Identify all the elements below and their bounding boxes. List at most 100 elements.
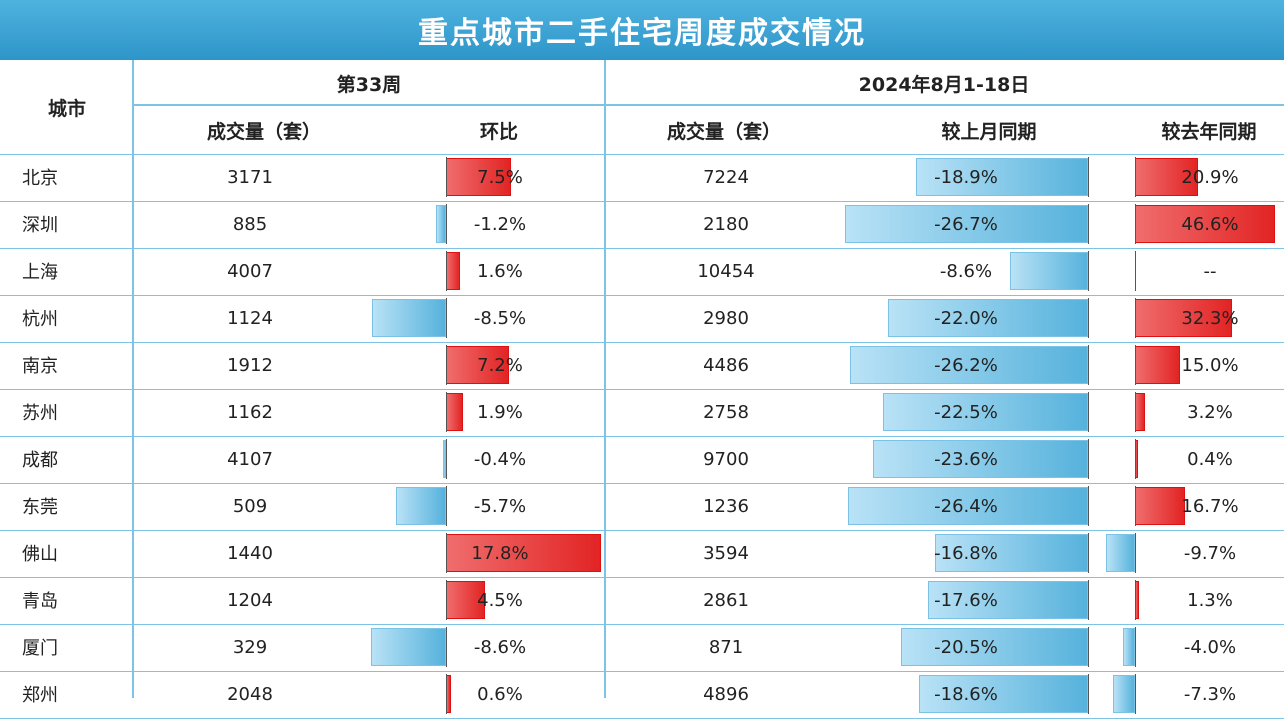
mom-axis-line	[1088, 439, 1089, 479]
week-bar	[442, 440, 446, 478]
row-divider	[0, 154, 1284, 155]
mom-change-value: -22.5%	[934, 401, 998, 423]
period-volume-value: 2758	[703, 401, 749, 423]
yoy-axis-line	[1135, 674, 1136, 714]
mom-axis-line	[1088, 627, 1089, 667]
city-name: 深圳	[22, 215, 58, 236]
period-volume-value: 4896	[703, 683, 749, 705]
yoy-change-value: 32.3%	[1181, 307, 1239, 329]
mom-bar	[927, 581, 1088, 619]
row-divider	[0, 436, 1284, 437]
mom-axis-line	[1088, 486, 1089, 526]
header-period-mom: 较上月同期	[941, 120, 1037, 143]
week-volume-value: 509	[232, 495, 268, 517]
column-divider	[604, 60, 606, 698]
yoy-axis-line	[1135, 157, 1136, 197]
row-divider	[0, 342, 1284, 343]
week-axis-line	[446, 392, 447, 432]
row-divider	[0, 201, 1284, 202]
week-bar	[371, 628, 446, 666]
week-change-value: -8.5%	[473, 307, 527, 329]
week-volume-value: 4007	[227, 260, 273, 282]
yoy-change-value: 1.3%	[1187, 589, 1233, 611]
week-change-value: -5.7%	[473, 495, 527, 517]
row-divider	[0, 530, 1284, 531]
week-axis-line	[446, 298, 447, 338]
week-change-value: 17.8%	[471, 542, 529, 564]
mom-bar	[887, 299, 1088, 337]
yoy-change-value: -4.0%	[1183, 636, 1237, 658]
week-bar	[396, 487, 446, 525]
week-axis-line	[446, 204, 447, 244]
mom-axis-line	[1088, 392, 1089, 432]
week-change-value: 7.2%	[477, 354, 523, 376]
row-divider	[0, 671, 1284, 672]
city-name: 杭州	[22, 309, 58, 330]
yoy-bar	[1135, 393, 1145, 431]
header-week-volume: 成交量（套）	[206, 120, 321, 143]
week-axis-line	[446, 345, 447, 385]
week-volume-value: 1162	[227, 401, 273, 423]
week-bar	[372, 299, 446, 337]
header-week-change: 环比	[479, 120, 518, 143]
row-divider	[0, 389, 1284, 390]
week-volume-value: 1912	[227, 354, 273, 376]
week-axis-line	[446, 627, 447, 667]
week-axis-line	[446, 580, 447, 620]
header-period-group: 2024年8月1-18日	[858, 73, 1030, 96]
week-volume-value: 2048	[227, 683, 273, 705]
mom-bar	[873, 440, 1088, 478]
week-axis-line	[446, 251, 447, 291]
mom-bar	[1009, 252, 1088, 290]
yoy-axis-line	[1135, 627, 1136, 667]
week-axis-line	[446, 439, 447, 479]
week-volume-value: 3171	[227, 166, 273, 188]
mom-change-value: -26.7%	[934, 213, 998, 235]
period-volume-value: 3594	[703, 542, 749, 564]
row-divider	[0, 248, 1284, 249]
mom-change-value: -8.6%	[939, 260, 993, 282]
week-change-value: -1.2%	[473, 213, 527, 235]
table-title: 重点城市二手住宅周度成交情况	[0, 0, 1284, 60]
mom-axis-line	[1088, 674, 1089, 714]
row-divider	[0, 624, 1284, 625]
yoy-axis-line	[1135, 345, 1136, 385]
mom-change-value: -18.9%	[934, 166, 998, 188]
week-volume-value: 1204	[227, 589, 273, 611]
week-axis-line	[446, 533, 447, 573]
mom-change-value: -26.4%	[934, 495, 998, 517]
week-bar	[446, 346, 509, 384]
week-change-value: 4.5%	[477, 589, 523, 611]
yoy-change-value: -7.3%	[1183, 683, 1237, 705]
yoy-axis-line	[1135, 439, 1136, 479]
yoy-change-value: --	[1203, 260, 1217, 282]
row-divider	[0, 577, 1284, 578]
week-bar	[435, 205, 446, 243]
column-divider	[132, 60, 134, 698]
mom-change-value: -16.8%	[934, 542, 998, 564]
period-volume-value: 4486	[703, 354, 749, 376]
mom-bar	[845, 205, 1088, 243]
week-axis-line	[446, 674, 447, 714]
mom-axis-line	[1088, 157, 1089, 197]
yoy-bar	[1113, 675, 1135, 713]
mom-change-value: -18.6%	[934, 683, 998, 705]
yoy-change-value: 46.6%	[1181, 213, 1239, 235]
mom-axis-line	[1088, 345, 1089, 385]
yoy-axis-line	[1135, 251, 1136, 291]
header-city: 城市	[47, 97, 86, 120]
mom-change-value: -17.6%	[934, 589, 998, 611]
header-period-volume: 成交量（套）	[666, 120, 781, 143]
yoy-axis-line	[1135, 580, 1136, 620]
week-bar	[446, 581, 486, 619]
yoy-bar	[1105, 534, 1135, 572]
week-axis-line	[446, 486, 447, 526]
city-name: 成都	[22, 450, 58, 471]
yoy-bar	[1135, 205, 1275, 243]
yoy-axis-line	[1135, 533, 1136, 573]
yoy-axis-line	[1135, 486, 1136, 526]
mom-change-value: -22.0%	[934, 307, 998, 329]
mom-change-value: -20.5%	[934, 636, 998, 658]
mom-bar	[847, 487, 1088, 525]
week-change-value: -8.6%	[473, 636, 527, 658]
